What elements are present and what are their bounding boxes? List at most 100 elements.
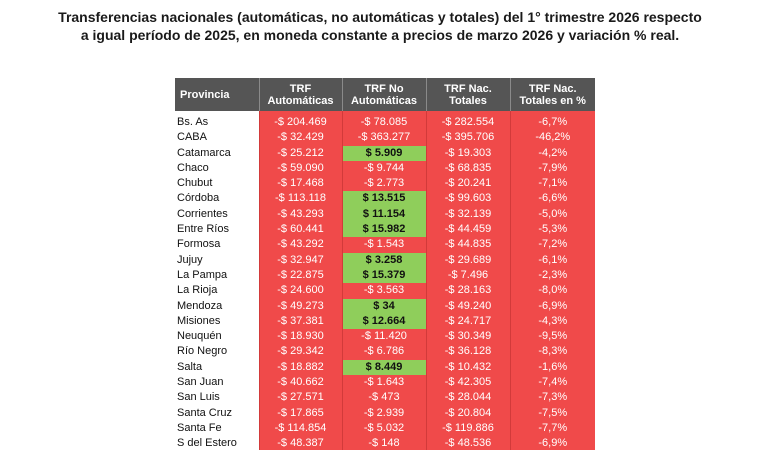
cell-trf-nac-totales-pct: -2,3%	[509, 267, 595, 284]
cell-trf-nac-totales: -$ 119.886	[425, 420, 510, 437]
title-line-2: a igual período de 2025, en moneda const…	[80, 27, 680, 43]
cell-trf-no-automaticas: $ 5.909	[341, 145, 426, 161]
cell-provincia: Córdoba	[175, 191, 259, 207]
cell-trf-automaticas: -$ 59.090	[258, 160, 342, 177]
cell-trf-no-automaticas: $ 15.982	[341, 222, 426, 238]
cell-trf-nac-totales: -$ 28.163	[425, 283, 510, 299]
cell-trf-nac-totales: -$ 36.128	[425, 344, 510, 360]
cell-trf-automaticas: -$ 22.875	[258, 267, 342, 284]
table-row: Chubut -$ 17.468 -$ 2.773 -$ 20.241 -7,1%	[175, 176, 595, 192]
cell-provincia: Chubut	[175, 176, 259, 192]
cell-trf-nac-totales: -$ 29.689	[425, 252, 510, 268]
cell-trf-nac-totales: -$ 32.139	[425, 206, 510, 223]
cell-trf-no-automaticas: -$ 9.744	[341, 160, 426, 177]
table-row: Corrientes -$ 43.293 $ 11.154 -$ 32.139 -5,0…	[175, 206, 595, 223]
cell-provincia: Chaco	[175, 160, 259, 177]
cell-trf-no-automaticas: $ 8.449	[341, 359, 426, 376]
cell-trf-automaticas: -$ 18.882	[258, 359, 342, 376]
cell-trf-no-automaticas: $ 34	[341, 298, 426, 314]
spacer-cell	[425, 111, 510, 115]
cell-trf-nac-totales-pct: -1,6%	[509, 359, 595, 376]
table-row: CABA -$ 32.429 -$ 363.277 -$ 395.706 -46,2%	[175, 130, 595, 146]
cell-trf-no-automaticas: -$ 78.085	[341, 115, 426, 131]
table-row: La Pampa -$ 22.875 $ 15.379 -$ 7.496 -2,3%	[175, 267, 595, 284]
table-row: Santa Fe -$ 114.854 -$ 5.032 -$ 119.886 -7,7…	[175, 420, 595, 437]
cell-trf-nac-totales: -$ 44.459	[425, 222, 510, 238]
cell-trf-automaticas: -$ 113.118	[258, 191, 342, 207]
chart-title: Transferencias nacionales (automáticas, …	[0, 8, 760, 44]
table-row: San Juan -$ 40.662 -$ 1.643 -$ 42.305 -7,4%	[175, 375, 595, 391]
cell-trf-nac-totales: -$ 20.241	[425, 176, 510, 192]
cell-trf-no-automaticas: -$ 2.939	[341, 405, 426, 421]
cell-trf-automaticas: -$ 17.468	[258, 176, 342, 192]
cell-trf-no-automaticas: $ 15.379	[341, 267, 426, 284]
cell-trf-nac-totales: -$ 99.603	[425, 191, 510, 207]
cell-trf-no-automaticas: -$ 473	[341, 390, 426, 406]
cell-trf-nac-totales-pct: -7,9%	[509, 160, 595, 177]
cell-trf-automaticas: -$ 49.273	[258, 298, 342, 314]
cell-trf-no-automaticas: $ 12.664	[341, 313, 426, 330]
table-header-row: Provincia TRF Automáticas TRF No Automát…	[175, 78, 595, 111]
cell-trf-nac-totales: -$ 282.554	[425, 115, 510, 131]
header-provincia: Provincia	[175, 78, 260, 111]
table-row: Salta -$ 18.882 $ 8.449 -$ 10.432 -1,6%	[175, 359, 595, 376]
cell-provincia: S del Estero	[175, 436, 259, 450]
cell-trf-nac-totales-pct: -46,2%	[509, 130, 595, 146]
cell-trf-no-automaticas: -$ 2.773	[341, 176, 426, 192]
cell-trf-nac-totales: -$ 19.303	[425, 145, 510, 161]
table-row: Bs. As -$ 204.469 -$ 78.085 -$ 282.554 -6,7%	[175, 115, 595, 131]
header-trf-nac-totales: TRF Nac. Totales	[426, 78, 511, 111]
cell-trf-no-automaticas: -$ 1.543	[341, 237, 426, 253]
cell-trf-nac-totales-pct: -7,7%	[509, 420, 595, 437]
cell-trf-nac-totales-pct: -8,0%	[509, 283, 595, 299]
table-row: Catamarca -$ 25.212 $ 5.909 -$ 19.303 -4,2%	[175, 145, 595, 161]
cell-trf-nac-totales-pct: -7,3%	[509, 390, 595, 406]
cell-provincia: Corrientes	[175, 206, 259, 223]
cell-provincia: Misiones	[175, 313, 259, 330]
cell-trf-nac-totales-pct: -6,9%	[509, 298, 595, 314]
cell-trf-no-automaticas: -$ 148	[341, 436, 426, 450]
title-line-1: Transferencias nacionales (automáticas, …	[58, 9, 702, 25]
cell-trf-no-automaticas: -$ 363.277	[341, 130, 426, 146]
table-row: Formosa -$ 43.292 -$ 1.543 -$ 44.835 -7,2%	[175, 237, 595, 253]
cell-trf-automaticas: -$ 43.293	[258, 206, 342, 223]
header-trf-no-automaticas: TRF No Automáticas	[342, 78, 427, 111]
cell-trf-automaticas: -$ 29.342	[258, 344, 342, 360]
cell-trf-automaticas: -$ 18.930	[258, 329, 342, 345]
cell-trf-automaticas: -$ 114.854	[258, 420, 342, 437]
cell-provincia: Catamarca	[175, 145, 259, 161]
cell-trf-nac-totales-pct: -4,3%	[509, 313, 595, 330]
cell-provincia: San Juan	[175, 375, 259, 391]
cell-provincia: CABA	[175, 130, 259, 146]
spacer-cell	[258, 111, 342, 115]
cell-trf-nac-totales: -$ 42.305	[425, 375, 510, 391]
cell-trf-automaticas: -$ 25.212	[258, 145, 342, 161]
cell-trf-nac-totales: -$ 68.835	[425, 160, 510, 177]
cell-trf-nac-totales: -$ 28.044	[425, 390, 510, 406]
spacer-cell	[509, 111, 595, 115]
table-row: Misiones -$ 37.381 $ 12.664 -$ 24.717 -4,3%	[175, 313, 595, 330]
table-row: Jujuy -$ 32.947 $ 3.258 -$ 29.689 -6,1%	[175, 252, 595, 268]
cell-provincia: San Luis	[175, 390, 259, 406]
cell-trf-no-automaticas: -$ 5.032	[341, 420, 426, 437]
cell-provincia: Formosa	[175, 237, 259, 253]
cell-trf-nac-totales: -$ 395.706	[425, 130, 510, 146]
table-row: Entre Ríos -$ 60.441 $ 15.982 -$ 44.459 -5,3…	[175, 222, 595, 238]
cell-trf-nac-totales-pct: -7,4%	[509, 375, 595, 391]
cell-trf-no-automaticas: $ 11.154	[341, 206, 426, 223]
table-row: Córdoba -$ 113.118 $ 13.515 -$ 99.603 -6,6%	[175, 191, 595, 207]
header-trf-nac-totales-pct: TRF Nac. Totales en %	[510, 78, 595, 111]
cell-provincia: Santa Fe	[175, 420, 259, 437]
cell-trf-automaticas: -$ 17.865	[258, 405, 342, 421]
cell-trf-automaticas: -$ 60.441	[258, 222, 342, 238]
table-row: Río Negro -$ 29.342 -$ 6.786 -$ 36.128 -8,3%	[175, 344, 595, 360]
cell-trf-nac-totales-pct: -6,1%	[509, 252, 595, 268]
table-row: La Rioja -$ 24.600 -$ 3.563 -$ 28.163 -8,0%	[175, 283, 595, 299]
header-trf-automaticas: TRF Automáticas	[259, 78, 343, 111]
cell-trf-nac-totales-pct: -6,7%	[509, 115, 595, 131]
cell-trf-automaticas: -$ 48.387	[258, 436, 342, 450]
cell-trf-nac-totales-pct: -7,5%	[509, 405, 595, 421]
table-row: Neuquén -$ 18.930 -$ 11.420 -$ 30.349 -9,5%	[175, 329, 595, 345]
cell-trf-nac-totales-pct: -5,0%	[509, 206, 595, 223]
table-body: Bs. As -$ 204.469 -$ 78.085 -$ 282.554 -6,7%…	[175, 111, 595, 450]
